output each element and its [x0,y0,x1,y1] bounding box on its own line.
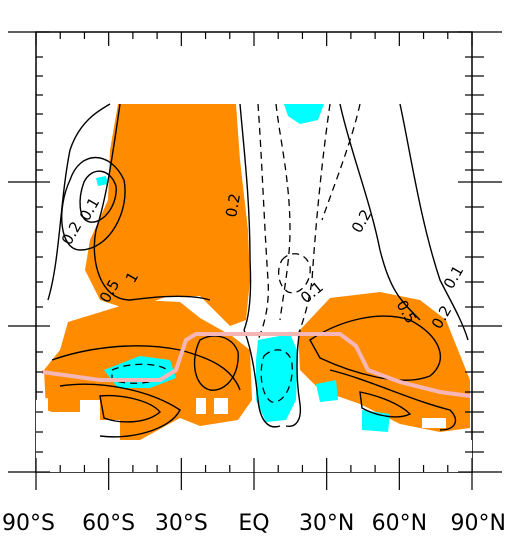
mask-north [422,418,446,428]
x-tick-label: 60°S [82,511,135,536]
neg-contour-5 [277,253,311,294]
contour-south-mid [239,103,252,331]
x-tick-label: EQ [238,511,269,536]
x-tick-label: 60°N [372,511,427,536]
x-tick-label: 90°S [2,511,55,536]
orange-region-south-upper [85,104,250,326]
mask-center [214,398,228,414]
contour-north-inner [309,315,441,381]
x-tick-label: 90°N [451,511,506,536]
contour-south-mid-2 [193,335,239,391]
contour-south-polar-2 [79,170,117,223]
mask-bottom [36,440,472,472]
orange-region-north [298,292,470,432]
cyan-region-north-low [316,380,338,402]
surface-mask [36,398,472,472]
contour-south-polar-1 [61,156,126,251]
neg-contour-2 [295,103,331,341]
contour-label: 0.2 [222,192,244,219]
contour-south-low-3 [99,394,161,423]
x-tick-label: 30°N [299,511,354,536]
mask-center-south [196,398,206,414]
axis-ticks [8,31,502,490]
contour-north-low-2 [359,391,412,418]
neg-contour-3 [275,103,291,321]
cyan-region-equator [256,334,298,422]
contour-south-inner [93,103,211,301]
contour-south-outer [47,103,111,301]
neg-contour-7 [260,349,293,403]
negative-contours [111,103,361,403]
cyan-region-polar-south [96,176,108,186]
neg-contour-1 [257,103,269,341]
mask-south [36,398,120,440]
contour-south-low-2 [59,383,181,438]
x-tick-label: 30°S [155,511,208,536]
neg-contour-4 [321,103,361,221]
contour-north-low-1 [329,369,457,431]
contour-lines [47,103,469,438]
contour-south-low-1 [51,345,241,391]
contour-equator-north [285,329,302,427]
tropopause-line [41,332,471,398]
x-axis-labels: 90°S 60°S 30°S EQ 30°N 60°N 90°N [2,511,506,536]
cyan-region-top [284,104,324,124]
contour-north-outer [399,103,469,341]
contour-equator-south [243,329,281,428]
